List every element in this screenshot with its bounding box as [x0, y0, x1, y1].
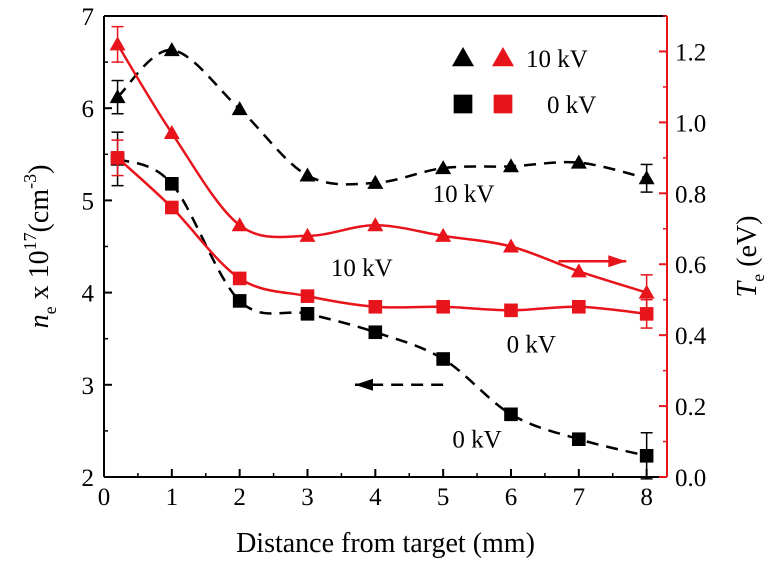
x-tick-label: 5	[437, 484, 450, 511]
data-point-2	[638, 284, 655, 299]
legend-marker	[452, 47, 474, 67]
data-point-3	[232, 271, 247, 286]
y-right-tick-label: 1.2	[675, 39, 706, 66]
data-point-2	[231, 217, 248, 232]
data-point-1	[368, 325, 383, 340]
x-tick-label: 1	[166, 484, 179, 511]
data-point-2	[367, 217, 384, 232]
y-left-tick-label: 2	[82, 465, 95, 492]
data-point-3	[165, 200, 179, 215]
data-point-3	[639, 307, 654, 321]
x-tick-label: 3	[301, 484, 314, 511]
series-line-3	[116, 156, 647, 316]
y-right-tick-label: 0.4	[675, 323, 707, 350]
data-point-2	[435, 227, 452, 242]
y-left-tick-label: 4	[82, 281, 95, 308]
data-point-0	[299, 167, 316, 182]
y-axis-left-title: ne x 1017(cm-3)	[20, 165, 60, 329]
x-tick-label: 8	[640, 484, 653, 511]
y-right-tick-label: 0.2	[675, 394, 706, 421]
data-point-3	[368, 299, 383, 314]
legend-marker	[492, 47, 514, 67]
data-point-1	[232, 294, 247, 308]
annotation-label: 0 kV	[452, 426, 501, 453]
x-axis-title: Distance from target (mm)	[236, 528, 535, 559]
x-tick-label: 0	[98, 484, 111, 511]
data-point-0	[231, 101, 248, 116]
x-tick-label: 7	[573, 484, 586, 511]
data-point-3	[436, 299, 450, 314]
data-point-1	[300, 307, 315, 321]
annotations-group: 10 kV 10 kV 0 kV 0 kV	[331, 181, 627, 453]
data-point-0	[435, 160, 452, 175]
y-left-tick-label: 5	[82, 188, 95, 215]
data-point-3	[572, 299, 586, 314]
data-point-2	[570, 263, 587, 278]
y-left-tick-label: 6	[82, 96, 95, 123]
data-point-0	[367, 174, 384, 189]
arrow-head	[354, 378, 373, 391]
legend-marker	[493, 94, 513, 114]
data-point-0	[163, 42, 180, 57]
data-point-1	[572, 432, 586, 446]
legend-label: 10 kV	[526, 46, 588, 73]
data-point-2	[163, 125, 180, 140]
annotation-label: 10 kV	[331, 255, 393, 282]
x-tick-label: 2	[233, 484, 246, 511]
series-group	[109, 25, 655, 480]
data-point-3	[300, 289, 315, 303]
legend: 10 kV 0 kV	[452, 46, 596, 119]
data-point-1	[504, 407, 518, 422]
data-point-1	[165, 177, 179, 191]
y-left-tick-label: 7	[82, 4, 95, 31]
y-right-tick-label: 0.8	[675, 181, 706, 208]
series-line-1	[117, 157, 647, 458]
x-tick-label: 4	[369, 484, 382, 511]
y-left-tick-label: 3	[82, 373, 95, 400]
data-point-0	[502, 158, 519, 173]
data-point-0	[109, 89, 126, 104]
arrow-head	[608, 255, 627, 268]
x-tick-label: 6	[505, 484, 518, 511]
y-right-tick-label: 0.6	[675, 252, 706, 279]
annotation-label: 0 kV	[507, 331, 556, 358]
series-line-2	[116, 43, 648, 294]
y-right-tick-label: 0.0	[675, 465, 706, 492]
data-point-2	[502, 238, 519, 253]
axes-group: 0 1 2 3 4 5 6 7 8 2 3 4 5 6 7 0.0 0.2 0.4 0.6 0.8 1.0 1.2	[82, 4, 707, 511]
y-right-tick-label: 1.0	[675, 110, 706, 137]
legend-label: 0 kV	[547, 92, 596, 119]
y-axis-right-title: Te (eV)	[732, 216, 768, 298]
data-point-3	[504, 303, 518, 318]
data-point-0	[570, 154, 587, 169]
data-point-1	[436, 352, 450, 366]
data-point-2	[299, 227, 316, 242]
annotation-label: 10 kV	[433, 181, 495, 208]
legend-marker	[453, 94, 473, 114]
